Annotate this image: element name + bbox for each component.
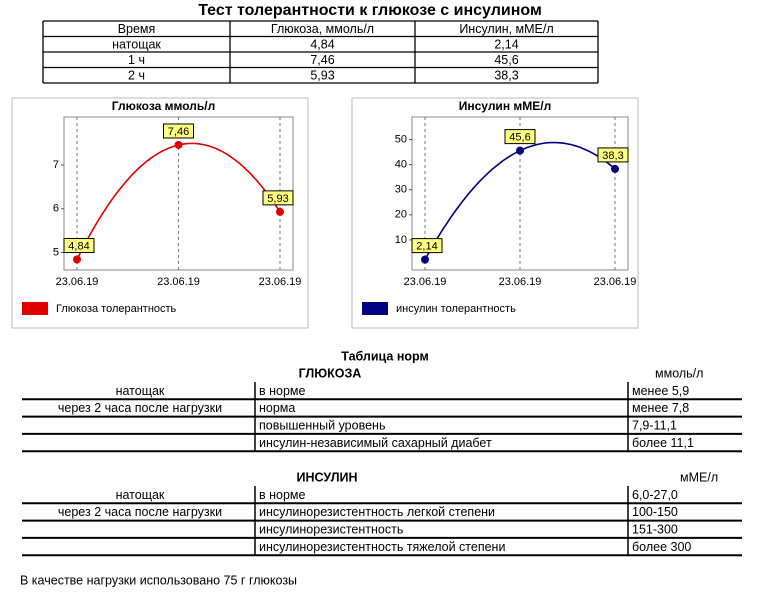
norm-value: 100-150 (632, 505, 678, 519)
value-label: 38,3 (602, 150, 623, 162)
norms-title: Таблица норм (341, 349, 428, 363)
norm-value: 151-300 (632, 523, 678, 537)
section-unit: ммоль/л (655, 366, 703, 380)
chart-title: Глюкоза ммоль/л (112, 99, 216, 113)
norm-value: 6,0-27,0 (632, 488, 678, 502)
x-tick-label: 23.06.19 (56, 276, 99, 288)
y-tick-label: 10 (395, 234, 407, 246)
table-cell: Время (118, 22, 156, 36)
norm-condition: через 2 часа после нагрузки (58, 401, 222, 415)
x-tick-label: 23.06.19 (594, 276, 637, 288)
table-cell: Инсулин, мМЕ/л (459, 22, 553, 36)
table-cell: 2 ч (128, 69, 145, 83)
chart-title: Инсулин мМЕ/л (459, 99, 551, 113)
section-unit: мМЕ/л (680, 470, 718, 484)
norm-condition: натощак (116, 488, 165, 502)
norm-condition: натощак (116, 384, 165, 398)
norm-description: в норме (259, 488, 306, 502)
legend-label: инсулин толерантность (396, 303, 516, 315)
data-point (276, 207, 284, 216)
table-cell: 7,46 (310, 53, 334, 67)
table-cell: Глюкоза, ммоль/л (271, 22, 374, 36)
x-tick-label: 23.06.19 (157, 276, 200, 288)
table-cell: натощак (112, 38, 161, 52)
x-tick-label: 23.06.19 (404, 276, 447, 288)
norm-description: повышенный уровень (259, 419, 385, 433)
x-tick-label: 23.06.19 (259, 276, 302, 288)
footer-note: В качестве нагрузки использовано 75 г гл… (20, 573, 297, 587)
data-point (73, 255, 81, 264)
norm-value: более 300 (632, 540, 691, 554)
value-label-box (163, 123, 194, 139)
data-point (516, 146, 524, 155)
value-label: 2,14 (416, 241, 437, 253)
data-point (174, 140, 183, 149)
value-label-box (262, 190, 294, 206)
value-label-box (411, 238, 443, 254)
value-label: 4,84 (68, 240, 89, 252)
value-label: 45,6 (509, 132, 530, 144)
norm-description: инсулинорезистентность (259, 523, 403, 537)
table-cell: 38,3 (494, 69, 518, 83)
legend-swatch (22, 302, 48, 315)
y-tick-label: 6 (53, 203, 59, 215)
y-tick-label: 20 (395, 209, 407, 221)
norm-value: менее 5,9 (632, 384, 689, 398)
value-label: 5,93 (267, 193, 288, 205)
value-label-box (504, 129, 536, 145)
y-tick-label: 7 (53, 159, 59, 171)
y-tick-label: 50 (395, 133, 407, 145)
norm-description: в норме (259, 384, 306, 398)
section-name: ИНСУЛИН (297, 470, 358, 484)
y-tick-label: 30 (395, 184, 407, 196)
legend-label: Глюкоза толерантность (56, 303, 177, 315)
norm-condition: через 2 часа после нагрузки (58, 505, 222, 519)
table-cell: 1 ч (128, 53, 145, 67)
data-point (421, 255, 429, 264)
y-tick-label: 40 (395, 159, 407, 171)
norm-description: инсулинорезистентность легкой степени (259, 505, 495, 519)
data-point (611, 164, 619, 173)
table-cell: 5,93 (310, 69, 334, 83)
norm-description: норма (259, 401, 295, 415)
norm-description: инсулинорезистентность тяжелой степени (259, 540, 505, 554)
legend-swatch (362, 302, 388, 315)
value-label-box (63, 238, 95, 254)
table-cell: 4,84 (310, 38, 334, 52)
plot-area (63, 116, 294, 271)
table-cell: 45,6 (494, 53, 518, 67)
norm-value: менее 7,8 (632, 401, 689, 415)
norm-value: более 11,1 (632, 436, 694, 450)
page-title: Тест толерантности к глюкозе с инсулином (198, 2, 542, 19)
y-tick-label: 5 (53, 246, 59, 258)
norm-value: 7,9-11,1 (632, 419, 677, 433)
norm-description: инсулин-независимый сахарный диабет (259, 436, 492, 450)
section-name: ГЛЮКОЗА (299, 366, 362, 380)
x-tick-label: 23.06.19 (499, 276, 542, 288)
value-label: 7,46 (168, 126, 189, 138)
table-cell: 2,14 (494, 38, 518, 52)
value-label-box (597, 147, 629, 163)
